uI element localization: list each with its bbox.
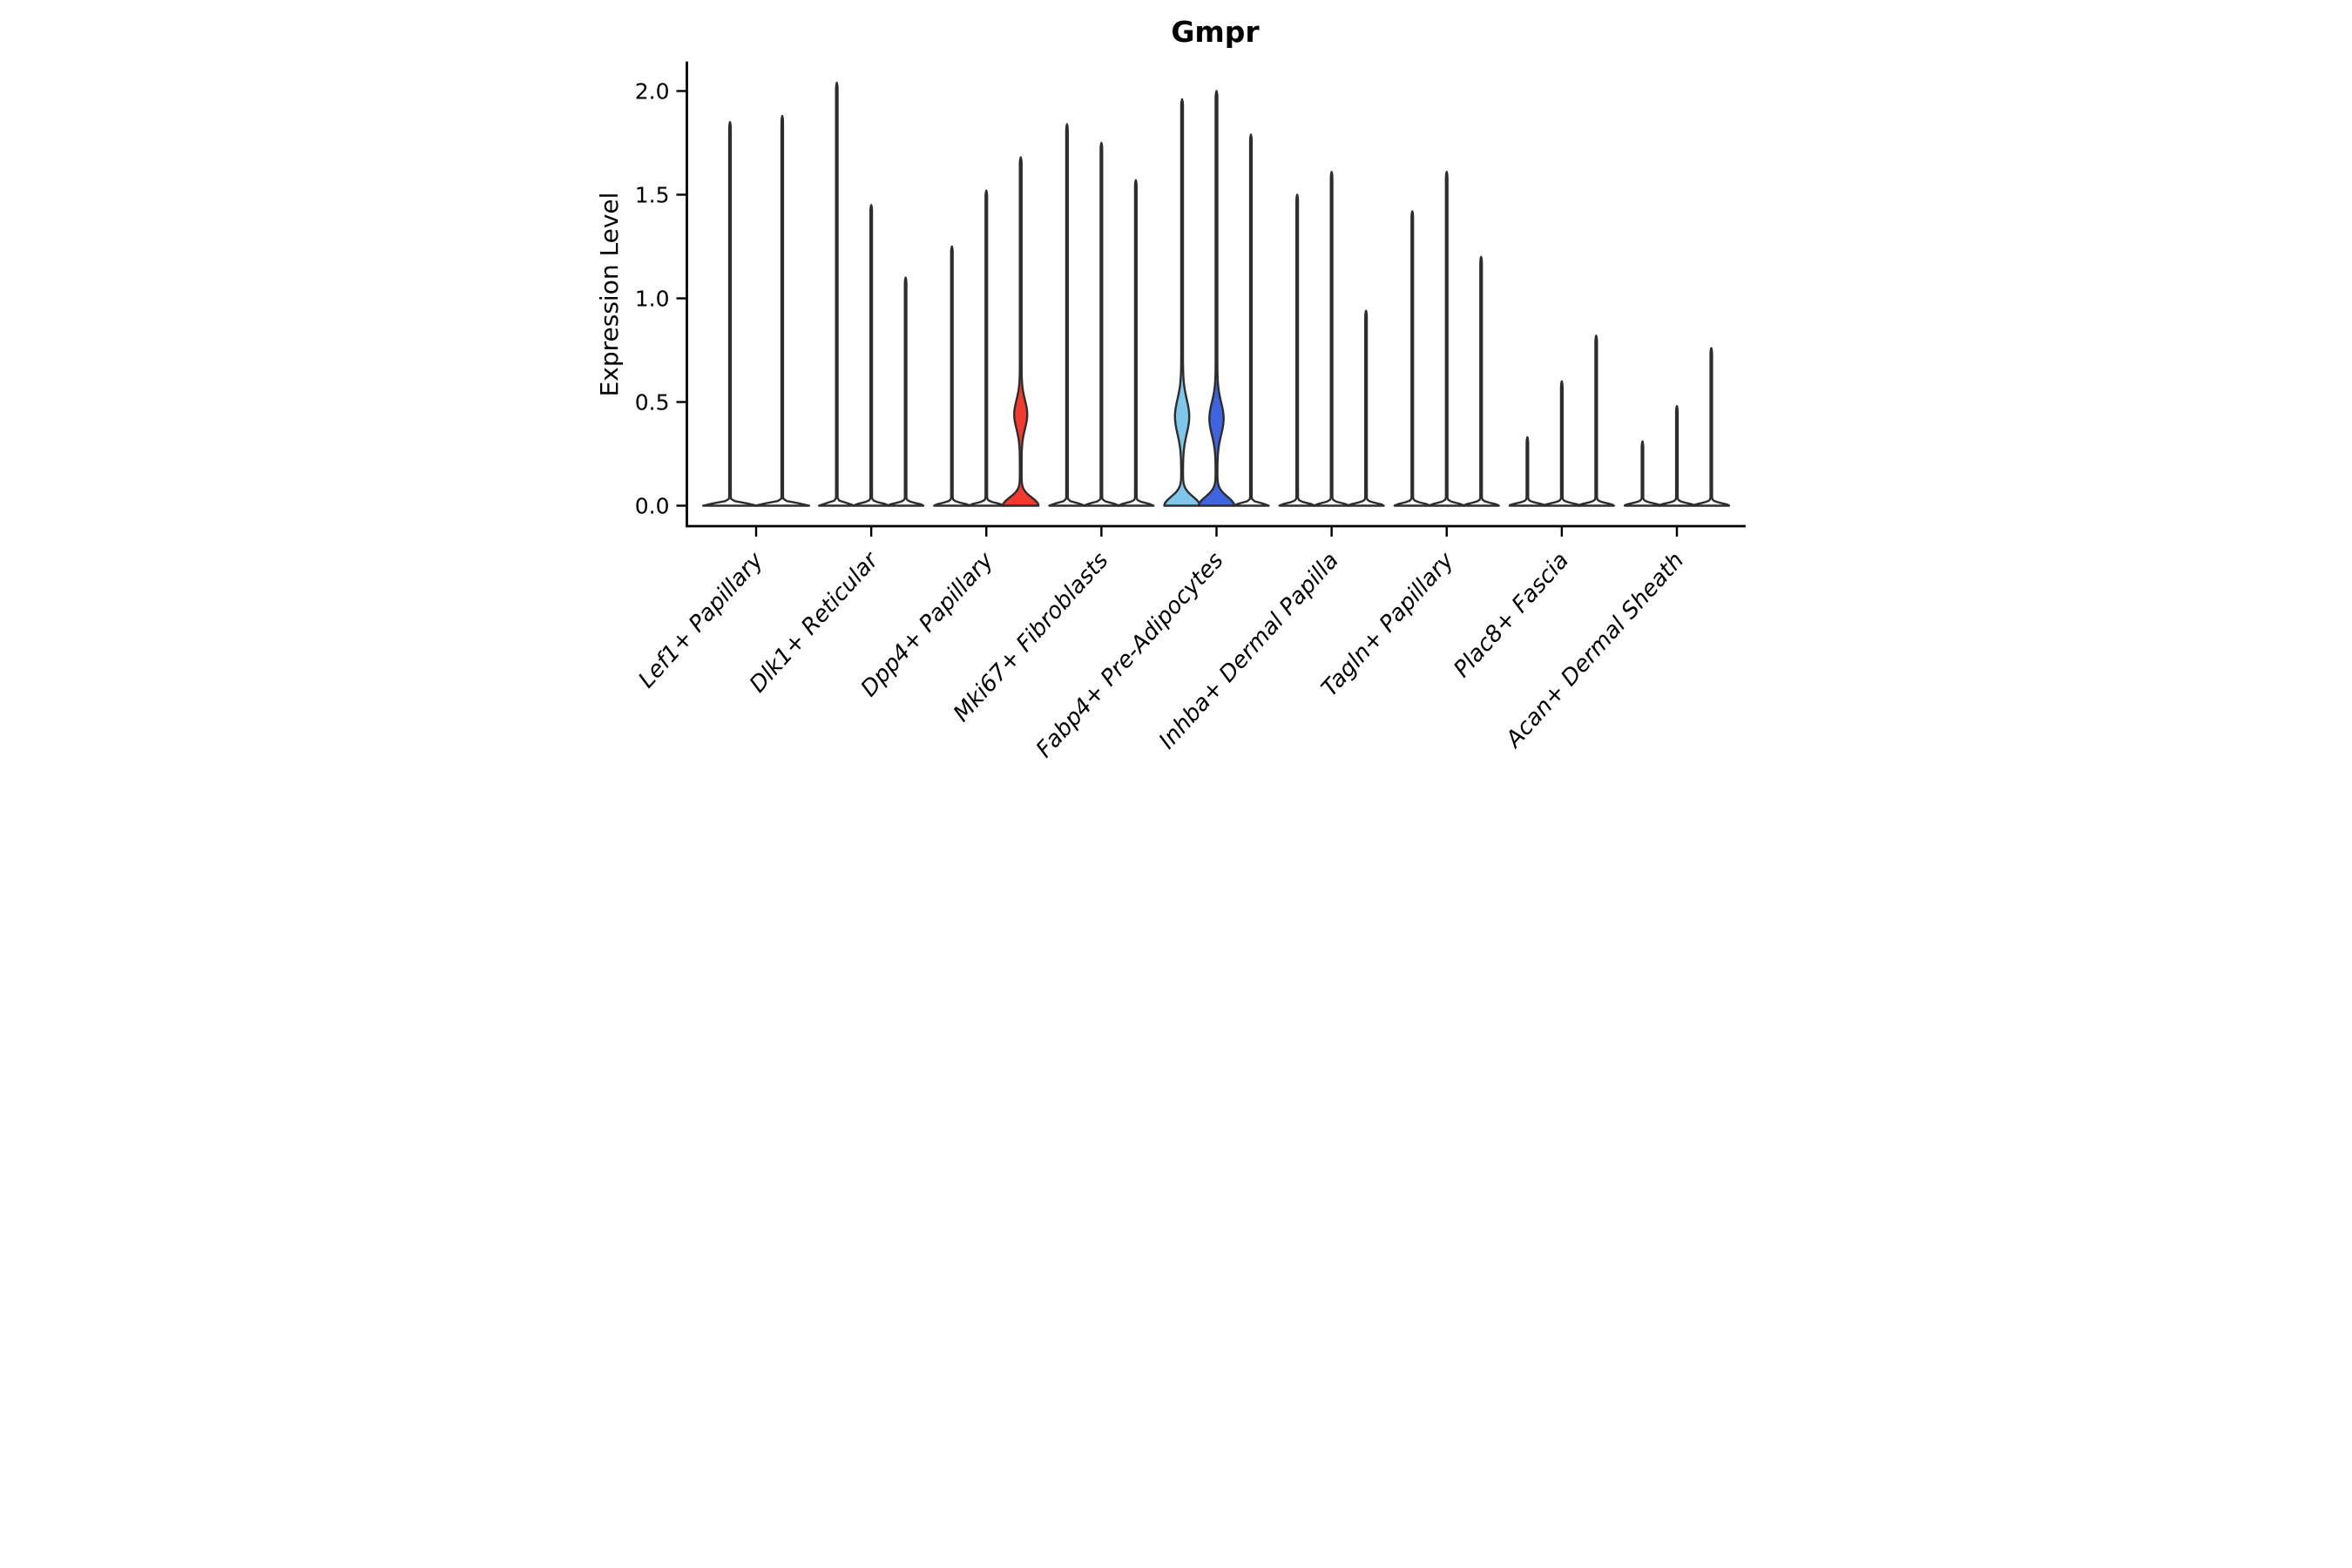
violin-plot-figure: Gmpr Expression Level 0.0 0.5 1.0 1.5 2.0 Le…	[588, 0, 1764, 784]
violin-4-3	[1117, 179, 1155, 507]
y-tick-label: 1.5	[635, 183, 670, 208]
violin-5-2	[1197, 90, 1236, 507]
violin-6-2	[1313, 171, 1351, 507]
violin-6-3	[1347, 309, 1385, 507]
violin-5-3	[1232, 133, 1270, 507]
violin-2-1	[818, 81, 856, 507]
violin-3-2	[967, 189, 1005, 507]
violin-2-3	[887, 276, 925, 507]
violin-1-2	[754, 114, 811, 507]
violin-8-3	[1577, 335, 1615, 507]
violin-5-1	[1163, 98, 1201, 507]
violin-9-2	[1658, 405, 1696, 507]
y-axis-label: Expression Level	[595, 193, 624, 397]
chart-title: Gmpr	[1171, 15, 1260, 49]
y-tick-label: 0.0	[635, 494, 670, 519]
plot-svg: Gmpr Expression Level 0.0 0.5 1.0 1.5 2.0 Le…	[595, 15, 1746, 763]
y-tick-label: 1.0	[635, 287, 670, 312]
violin-4-2	[1082, 141, 1120, 507]
violin-3-3	[1002, 156, 1040, 507]
x-tick-label-5: Fabp4+ Pre-Adipocytes	[1031, 548, 1229, 763]
violin-7-3	[1462, 255, 1500, 507]
violin-series	[701, 81, 1731, 507]
violin-8-2	[1543, 380, 1581, 507]
axis-spines	[686, 61, 1746, 528]
violin-7-2	[1428, 171, 1466, 507]
violin-8-1	[1508, 436, 1546, 507]
violin-6-1	[1278, 193, 1316, 507]
violin-9-3	[1692, 347, 1731, 507]
violin-2-2	[852, 204, 890, 507]
y-axis-ticks: 0.0 0.5 1.0 1.5 2.0	[635, 79, 687, 519]
x-tick-label-8: Plac8+ Fascia	[1449, 548, 1574, 683]
y-tick-label: 0.5	[635, 390, 670, 416]
violin-4-1	[1048, 123, 1086, 507]
violin-9-1	[1623, 440, 1662, 507]
violin-3-1	[933, 245, 971, 507]
y-tick-label: 2.0	[635, 79, 670, 105]
violin-1-1	[701, 121, 759, 507]
violin-7-1	[1393, 210, 1431, 507]
x-tick-label-1: Lef1+ Papillary	[633, 547, 768, 693]
